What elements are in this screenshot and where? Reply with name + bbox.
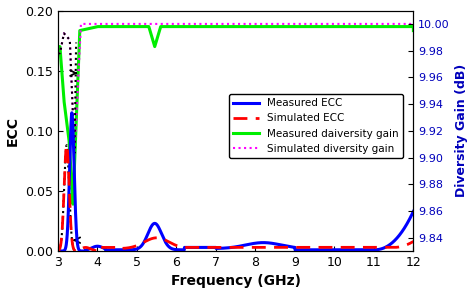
Legend: Measured ECC, Simulated ECC, Measured daiversity gain, Simulated diversity gain: Measured ECC, Simulated ECC, Measured da… bbox=[228, 94, 403, 158]
X-axis label: Frequency (GHz): Frequency (GHz) bbox=[171, 274, 301, 288]
Y-axis label: Diversity Gain (dB): Diversity Gain (dB) bbox=[456, 64, 468, 197]
Y-axis label: ECC: ECC bbox=[6, 116, 19, 146]
